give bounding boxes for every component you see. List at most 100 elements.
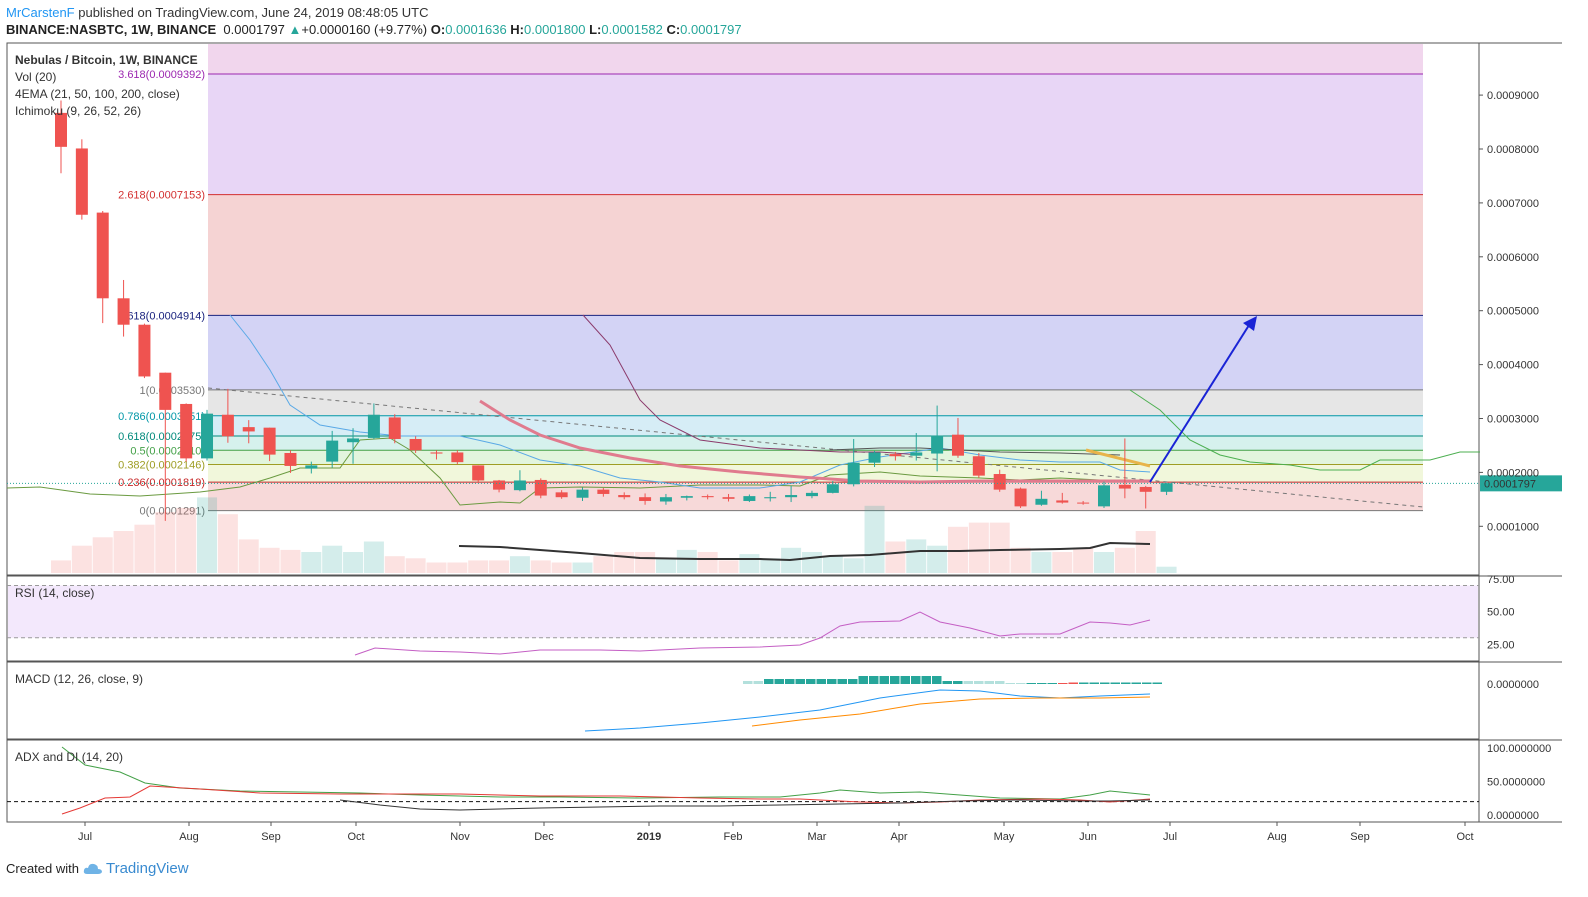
candle-body bbox=[1098, 485, 1110, 507]
price-change: +0.0000160 (+9.77%) bbox=[301, 22, 428, 37]
low-label: L: bbox=[589, 22, 602, 37]
candle-body bbox=[409, 438, 422, 451]
macd-histogram-bar bbox=[1121, 682, 1131, 684]
high-value: 0.0001800 bbox=[524, 22, 586, 37]
price-tick-label: 0.0009000 bbox=[1487, 90, 1539, 102]
price-tick-label: 0.0006000 bbox=[1487, 252, 1539, 264]
candle-body bbox=[493, 480, 506, 490]
macd-histogram-bar bbox=[953, 681, 963, 684]
macd-line bbox=[584, 689, 1151, 732]
volume-ma-line bbox=[458, 541, 1151, 562]
volume-bar bbox=[259, 547, 280, 573]
macd-histogram-bar bbox=[743, 681, 753, 684]
candle-body bbox=[55, 112, 67, 147]
legend-volume[interactable]: Vol (20) bbox=[15, 70, 57, 84]
volume-bar bbox=[822, 556, 843, 573]
volume-bar bbox=[51, 560, 71, 573]
price-tick-label: 0.0003000 bbox=[1487, 414, 1539, 426]
price-tick-label: 0.0004000 bbox=[1487, 360, 1539, 372]
volume-bar bbox=[947, 526, 968, 573]
legend-ichimoku[interactable]: Ichimoku (9, 26, 52, 26) bbox=[15, 104, 142, 118]
price-tick-label: 0.0005000 bbox=[1487, 306, 1539, 318]
author-link[interactable]: MrCarstenF bbox=[6, 5, 75, 20]
macd-histogram-bar bbox=[869, 676, 879, 684]
volume-bar bbox=[718, 560, 739, 573]
time-tick-label: Sep bbox=[261, 831, 281, 843]
footer-brand: TradingView bbox=[105, 860, 189, 877]
fib-label: 1(0.0003530) bbox=[140, 385, 205, 397]
fib-zone bbox=[208, 450, 1423, 465]
volume-bar bbox=[405, 558, 426, 573]
time-tick-label: Aug bbox=[179, 831, 199, 843]
candle-body bbox=[597, 489, 610, 494]
legend-macd[interactable]: MACD (12, 26, close, 9) bbox=[15, 672, 144, 686]
pane-border-4 bbox=[6, 739, 1480, 823]
fib-label: 0.5(0.0002410) bbox=[130, 445, 205, 457]
volume-bar bbox=[885, 541, 906, 573]
candle-body bbox=[805, 492, 818, 497]
macd-histogram-bar bbox=[1026, 683, 1036, 684]
volume-bar bbox=[468, 560, 489, 573]
candle-body bbox=[430, 452, 443, 454]
candle-body bbox=[180, 403, 193, 459]
volume-bar bbox=[968, 522, 989, 573]
publish-header: MrCarstenF published on TradingView.com,… bbox=[6, 5, 429, 20]
ema-line bbox=[479, 399, 1150, 484]
volume-bar bbox=[197, 497, 218, 573]
macd-histogram-bar bbox=[816, 679, 826, 684]
up-arrow-icon: ▲ bbox=[288, 22, 302, 37]
macd-histogram-bar bbox=[984, 681, 994, 684]
rsi-tick-label: 50.00 bbox=[1487, 607, 1515, 619]
legend-adx[interactable]: ADX and DI (14, 20) bbox=[15, 750, 124, 764]
candle-body bbox=[701, 496, 714, 498]
symbol-name[interactable]: BINANCE:NASBTC, 1W, BINANCE bbox=[6, 22, 217, 37]
tradingview-logo[interactable]: TradingView bbox=[83, 860, 189, 877]
candle-body bbox=[680, 496, 693, 498]
candle-body bbox=[472, 465, 485, 481]
legend-ema[interactable]: 4EMA (21, 50, 100, 200, close) bbox=[15, 87, 180, 101]
candle-body bbox=[201, 413, 214, 459]
time-tick-label: Dec bbox=[534, 831, 554, 843]
volume-bar bbox=[489, 560, 510, 573]
candle-body bbox=[722, 497, 735, 499]
adx-tick-label: 50.0000000 bbox=[1487, 777, 1545, 789]
candle-body bbox=[826, 484, 839, 493]
candle-body bbox=[743, 496, 756, 501]
price-tick-label: 0.0008000 bbox=[1487, 144, 1539, 156]
macd-histogram-bar bbox=[753, 681, 763, 684]
time-tick-label: 2019 bbox=[637, 831, 661, 843]
ichimoku-lagging-line bbox=[6, 437, 1101, 506]
macd-histogram-bar bbox=[1047, 683, 1057, 684]
fib-zone bbox=[208, 194, 1423, 316]
legend-rsi[interactable]: RSI (14, close) bbox=[15, 586, 95, 600]
volume-bar bbox=[864, 505, 885, 573]
adx-tick-label: 0.0000000 bbox=[1487, 810, 1539, 822]
volume-bar bbox=[739, 554, 760, 573]
rsi-tick-label: 25.00 bbox=[1487, 639, 1515, 651]
chart-title[interactable]: Nebulas / Bitcoin, 1W, BINANCE bbox=[15, 53, 198, 67]
macd-histogram-bar bbox=[848, 679, 858, 684]
time-tick-label: Oct bbox=[1456, 831, 1473, 843]
volume-bar bbox=[280, 549, 301, 573]
macd-signal-line bbox=[751, 696, 1151, 727]
time-tick-label: Aug bbox=[1267, 831, 1287, 843]
rsi-band bbox=[8, 585, 1478, 638]
volume-bar bbox=[322, 545, 343, 573]
macd-histogram-bar bbox=[827, 679, 837, 684]
volume-bar bbox=[71, 545, 92, 573]
volume-bar bbox=[655, 558, 676, 573]
macd-histogram-bar bbox=[879, 676, 889, 684]
volume-bar bbox=[176, 507, 197, 573]
candle-body bbox=[75, 148, 88, 215]
fib-label: 0.236(0.0001819) bbox=[118, 477, 205, 489]
macd-histogram-bar bbox=[1037, 683, 1047, 684]
macd-histogram-bar bbox=[1100, 682, 1110, 684]
volume-bar bbox=[1114, 547, 1135, 573]
volume-bar bbox=[134, 524, 155, 573]
volume-bar bbox=[593, 556, 614, 573]
candle-body bbox=[555, 492, 568, 498]
volume-bar bbox=[927, 545, 948, 573]
time-tick-label: Feb bbox=[724, 831, 743, 843]
footer-created: Created with bbox=[6, 861, 79, 876]
